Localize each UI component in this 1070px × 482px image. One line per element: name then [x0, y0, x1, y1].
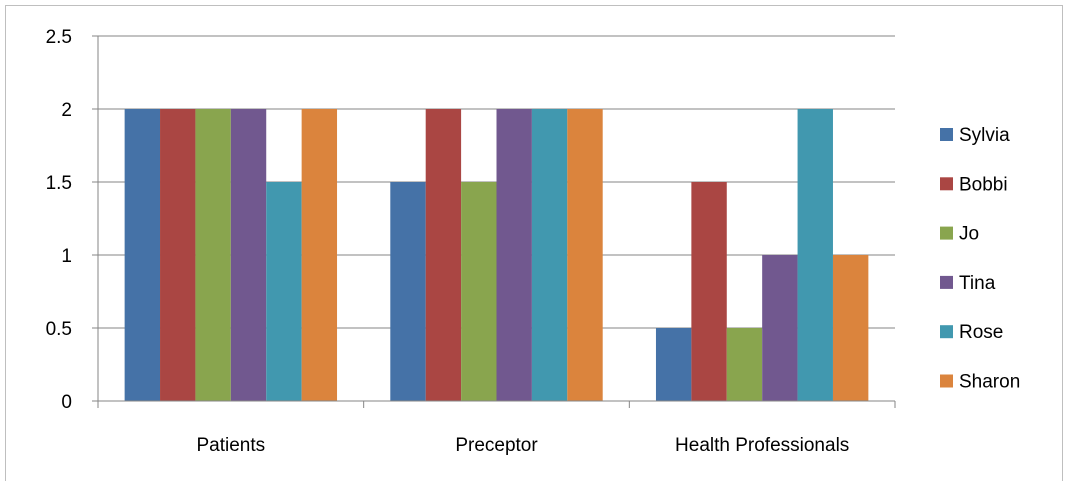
bar-rose-health-professionals [797, 109, 833, 401]
bar-bobbi-patients [160, 109, 196, 401]
x-tick-label: Health Professionals [675, 435, 849, 456]
y-tick-label: 1 [61, 246, 72, 267]
x-tick-label: Patients [197, 435, 266, 456]
x-tick-labels: Patients Preceptor Health Professionals [197, 435, 850, 456]
y-tick-labels: 0 0.5 1 1.5 2 2.5 [46, 27, 72, 413]
legend-swatch-tina [940, 275, 953, 289]
bars [124, 109, 869, 401]
bar-jo-preceptor [461, 182, 497, 401]
legend-swatch-bobbi [940, 177, 953, 191]
legend: Sylvia Bobbi Jo Tina Rose Sharon [940, 125, 1020, 393]
y-tick-label: 0 [61, 392, 72, 413]
legend-label-sylvia: Sylvia [959, 125, 1010, 146]
bar-bobbi-health-professionals [691, 182, 727, 401]
bar-tina-preceptor [496, 109, 532, 401]
bar-sharon-patients [301, 109, 338, 401]
bar-tina-health-professionals [762, 255, 798, 401]
x-tick-label: Preceptor [455, 435, 538, 456]
legend-swatch-rose [940, 325, 953, 339]
bar-sylvia-preceptor [390, 182, 426, 401]
legend-label-sharon: Sharon [959, 372, 1020, 393]
bar-sylvia-health-professionals [655, 328, 692, 401]
y-tick-label: 1.5 [46, 173, 72, 194]
y-tick-label: 2 [61, 100, 72, 121]
legend-label-tina: Tina [959, 273, 996, 294]
bar-jo-health-professionals [726, 328, 763, 401]
bar-sylvia-patients [124, 109, 161, 401]
legend-label-rose: Rose [959, 322, 1003, 343]
legend-swatch-jo [940, 226, 953, 240]
bar-rose-preceptor [531, 109, 568, 401]
y-tick-label: 0.5 [46, 319, 72, 340]
legend-swatch-sylvia [940, 128, 953, 141]
bar-tina-patients [230, 109, 267, 401]
bar-bobbi-preceptor [425, 109, 462, 401]
bar-sharon-preceptor [567, 109, 603, 401]
legend-label-bobbi: Bobbi [959, 174, 1008, 195]
bar-sharon-health-professionals [832, 255, 869, 401]
y-tick-label: 2.5 [46, 27, 72, 48]
legend-label-jo: Jo [959, 224, 979, 245]
legend-swatch-sharon [940, 374, 953, 388]
bar-rose-patients [266, 182, 302, 401]
bar-jo-patients [195, 109, 231, 401]
axes [92, 35, 896, 408]
